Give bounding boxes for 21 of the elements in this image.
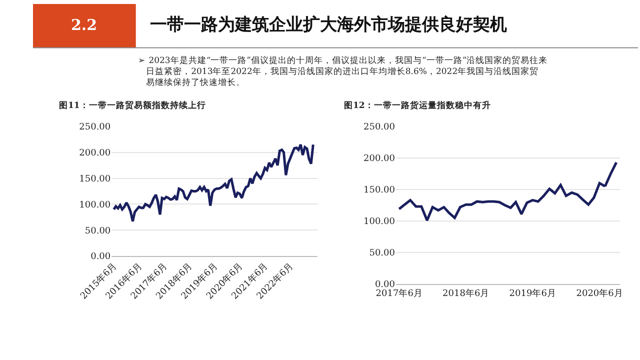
text: 一带一路为建筑企业扩大海外市场提供良好契机 xyxy=(150,15,507,35)
chart-title: 图11：一带一路贸易额指数持续上行 xyxy=(59,100,206,111)
y-tick-label: 50.00 xyxy=(369,248,396,259)
y-tick-label: 150.00 xyxy=(79,174,111,184)
y-tick-label: 150.00 xyxy=(364,186,396,196)
x-tick-label: 2018年6月 xyxy=(442,288,490,299)
y-tick-label: 0.00 xyxy=(90,252,111,262)
y-tick-label: 250.00 xyxy=(364,122,396,133)
y-tick-label: 100.00 xyxy=(79,200,111,210)
y-tick-label: 250.00 xyxy=(79,122,111,133)
y-tick-label: 50.00 xyxy=(84,226,111,236)
y-tick-label: 200.00 xyxy=(79,148,111,159)
x-tick-label: 2019年6月 xyxy=(509,288,556,299)
text: ➢ 2023年是共建“一带一路”倡议提出的十周年，倡议提出以来，我国与“一带一路”沿线国家的贸易往来日益紧密，2013年至2022年，我国与沿线国家的进出口年均增长8.6%，2022年我国与沿线国家贸易继续保持了快速增长。 xyxy=(138,55,548,88)
y-tick-label: 200.00 xyxy=(364,154,396,164)
text: 2.2 xyxy=(71,16,98,34)
x-tick-label: 2017年6月 xyxy=(376,288,422,299)
x-tick-label: 2020年6月 xyxy=(576,288,623,299)
y-tick-label: 100.00 xyxy=(364,217,396,228)
y-tick-label: 0.00 xyxy=(374,280,396,290)
chart-title: 图12：一带一路货运量指数稳中有升 xyxy=(344,100,491,111)
